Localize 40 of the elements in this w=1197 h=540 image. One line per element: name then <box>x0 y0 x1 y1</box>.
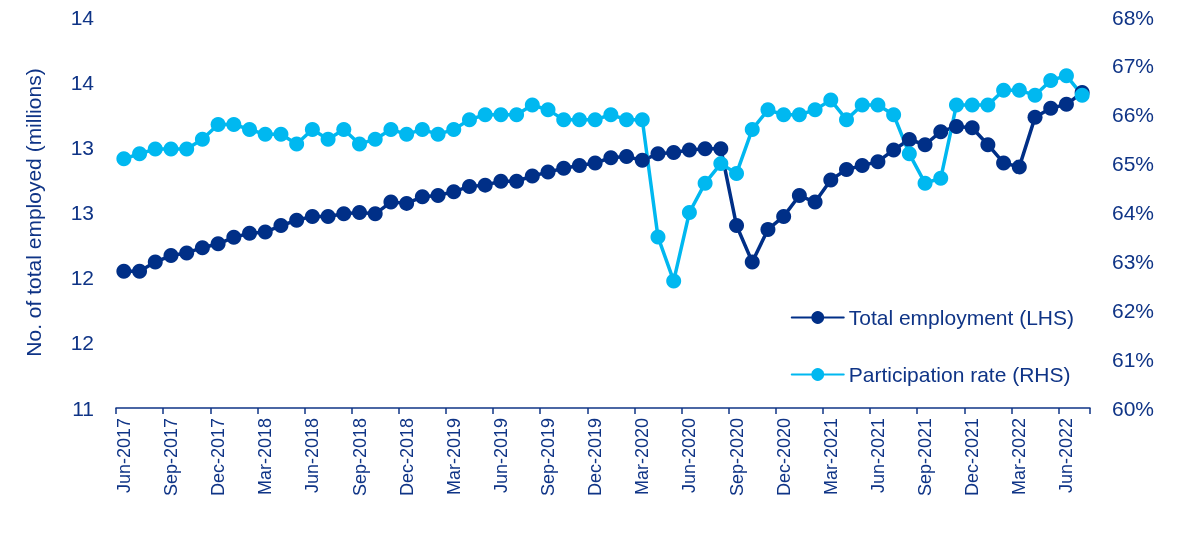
y2-tick-label: 64% <box>1112 201 1155 224</box>
x-tick-label: Mar-2022 <box>1009 418 1030 496</box>
x-tick-label: Sep-2019 <box>538 418 559 497</box>
y2-tick-label: 63% <box>1112 249 1155 273</box>
x-tick-label: Jun-2020 <box>679 418 700 494</box>
x-tick-label: Jun-2019 <box>490 418 511 494</box>
y-tick-label: 13 <box>70 201 94 224</box>
y-tick-label: 14 <box>70 5 95 29</box>
x-tick-label: Jun-2021 <box>867 418 888 494</box>
x-tick-label: Mar-2019 <box>443 418 464 496</box>
y-axis-title: No. of total employed (millions) <box>22 68 45 357</box>
y2-tick-label: 62% <box>1112 298 1155 322</box>
x-tick-label: Dec-2017 <box>208 418 229 497</box>
y2-tick-label: 61% <box>1112 347 1155 371</box>
x-tick-label: Sep-2018 <box>349 418 370 497</box>
x-tick-label: Sep-2017 <box>160 418 181 497</box>
y2-tick-label: 65% <box>1112 152 1155 176</box>
x-tick-label: Jun-2017 <box>113 418 134 494</box>
y-tick-label: 13 <box>70 135 94 159</box>
x-tick-label: Sep-2021 <box>915 418 936 497</box>
x-tick-label: Dec-2018 <box>396 418 417 497</box>
x-tick-label: Dec-2020 <box>773 418 794 497</box>
x-tick-label: Sep-2020 <box>726 418 747 497</box>
y2-tick-label: 66% <box>1112 103 1155 127</box>
y2-tick-label: 60% <box>1112 396 1155 420</box>
y2-tick-label: 67% <box>1112 54 1155 78</box>
y-tick-label: 14 <box>70 70 95 94</box>
x-tick-label: Jun-2018 <box>302 418 323 494</box>
legend-label: Participation rate (RHS) <box>848 363 1071 386</box>
y-tick-label: 12 <box>70 266 94 290</box>
x-tick-label: Mar-2020 <box>632 418 653 496</box>
y2-tick-label: 68% <box>1112 5 1155 29</box>
y-tick-label: 12 <box>70 331 94 355</box>
x-tick-label: Mar-2018 <box>255 418 276 496</box>
x-tick-label: Jun-2022 <box>1056 418 1077 494</box>
legend-label: Total employment (LHS) <box>848 306 1074 329</box>
x-tick-label: Dec-2019 <box>585 418 606 497</box>
x-tick-label: Mar-2021 <box>820 418 841 496</box>
x-tick-label: Dec-2021 <box>962 418 983 497</box>
y-tick-label: 11 <box>72 396 94 420</box>
